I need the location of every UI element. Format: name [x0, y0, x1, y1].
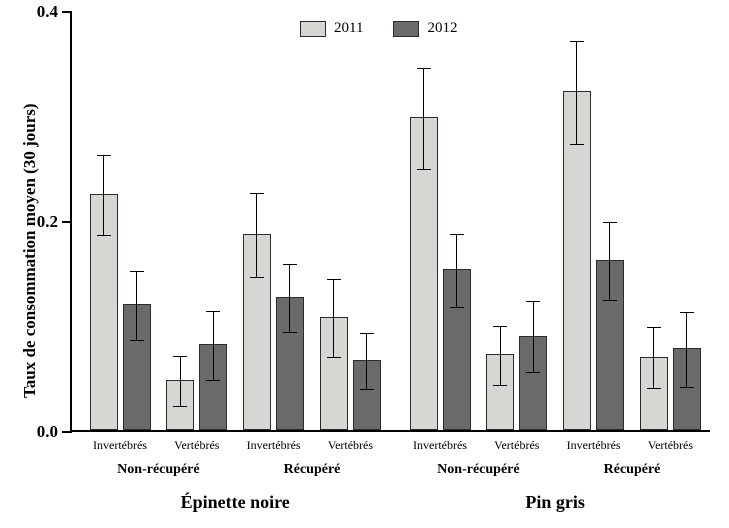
error-cap — [570, 144, 584, 145]
x-category-label: Invertébrés — [567, 438, 621, 453]
x-category-label: Vertébrés — [328, 438, 373, 453]
error-cap — [647, 388, 661, 389]
error-cap — [360, 389, 374, 390]
error-bar — [180, 356, 181, 406]
y-tick-label: 0.4 — [37, 2, 72, 22]
error-cap — [450, 307, 464, 308]
error-cap — [250, 277, 264, 278]
error-cap — [493, 385, 507, 386]
error-cap — [450, 234, 464, 235]
error-cap — [130, 340, 144, 341]
x-category-label: Vertébrés — [494, 438, 539, 453]
x-subgroup-label: Non-récupéré — [117, 462, 199, 478]
legend-item: 2012 — [393, 20, 457, 37]
error-bar — [103, 156, 104, 236]
error-cap — [570, 41, 584, 42]
error-bar — [500, 327, 501, 386]
error-bar — [423, 69, 424, 170]
x-category-label: Vertébrés — [174, 438, 219, 453]
x-category-label: Invertébrés — [413, 438, 467, 453]
x-subgroup-label: Récupéré — [604, 462, 661, 478]
error-bar — [456, 235, 457, 309]
x-category-label: Invertébrés — [247, 438, 301, 453]
error-bar — [136, 271, 137, 340]
error-cap — [493, 326, 507, 327]
error-cap — [526, 372, 540, 373]
error-cap — [283, 332, 297, 333]
error-cap — [206, 311, 220, 312]
error-cap — [526, 301, 540, 302]
x-species-label: Épinette noire — [181, 492, 290, 513]
error-cap — [417, 68, 431, 69]
x-category-label: Vertébrés — [648, 438, 693, 453]
y-axis-label: Taux de consommation moyen (30 jours) — [20, 104, 40, 399]
legend-item: 2011 — [300, 20, 363, 37]
y-tick-label: 0.0 — [37, 422, 72, 442]
error-cap — [417, 169, 431, 170]
error-cap — [97, 235, 111, 236]
error-cap — [603, 222, 617, 223]
y-tick-label: 0.2 — [37, 212, 72, 232]
error-bar — [609, 223, 610, 301]
error-cap — [360, 333, 374, 334]
error-cap — [327, 357, 341, 358]
error-bar — [533, 302, 534, 373]
legend-swatch — [300, 21, 326, 37]
error-cap — [603, 300, 617, 301]
error-cap — [173, 406, 187, 407]
x-subgroup-label: Non-récupéré — [437, 462, 519, 478]
error-bar — [256, 194, 257, 278]
x-subgroup-label: Récupéré — [284, 462, 341, 478]
x-species-label: Pin gris — [525, 492, 585, 513]
error-bar — [289, 265, 290, 332]
error-bar — [333, 280, 334, 358]
x-category-label: Invertébrés — [93, 438, 147, 453]
legend-swatch — [393, 21, 419, 37]
legend-label: 2011 — [334, 20, 363, 37]
error-cap — [97, 155, 111, 156]
legend-label: 2012 — [427, 20, 457, 37]
error-cap — [647, 327, 661, 328]
legend: 2011 2012 — [300, 20, 457, 37]
error-cap — [680, 312, 694, 313]
error-cap — [130, 271, 144, 272]
error-cap — [680, 387, 694, 388]
error-bar — [576, 41, 577, 144]
error-cap — [206, 380, 220, 381]
error-cap — [283, 264, 297, 265]
error-bar — [653, 328, 654, 389]
plot-area: 0.00.20.4InvertébrésVertébrésInvertébrés… — [70, 12, 710, 432]
error-cap — [327, 279, 341, 280]
chart-container: 0.0 0.2 0.4 Invertébrés Vertébrés Invertébrés… — [0, 0, 729, 528]
error-bar — [213, 311, 214, 380]
error-cap — [173, 356, 187, 357]
error-bar — [366, 333, 367, 390]
error-cap — [250, 193, 264, 194]
error-bar — [686, 312, 687, 388]
